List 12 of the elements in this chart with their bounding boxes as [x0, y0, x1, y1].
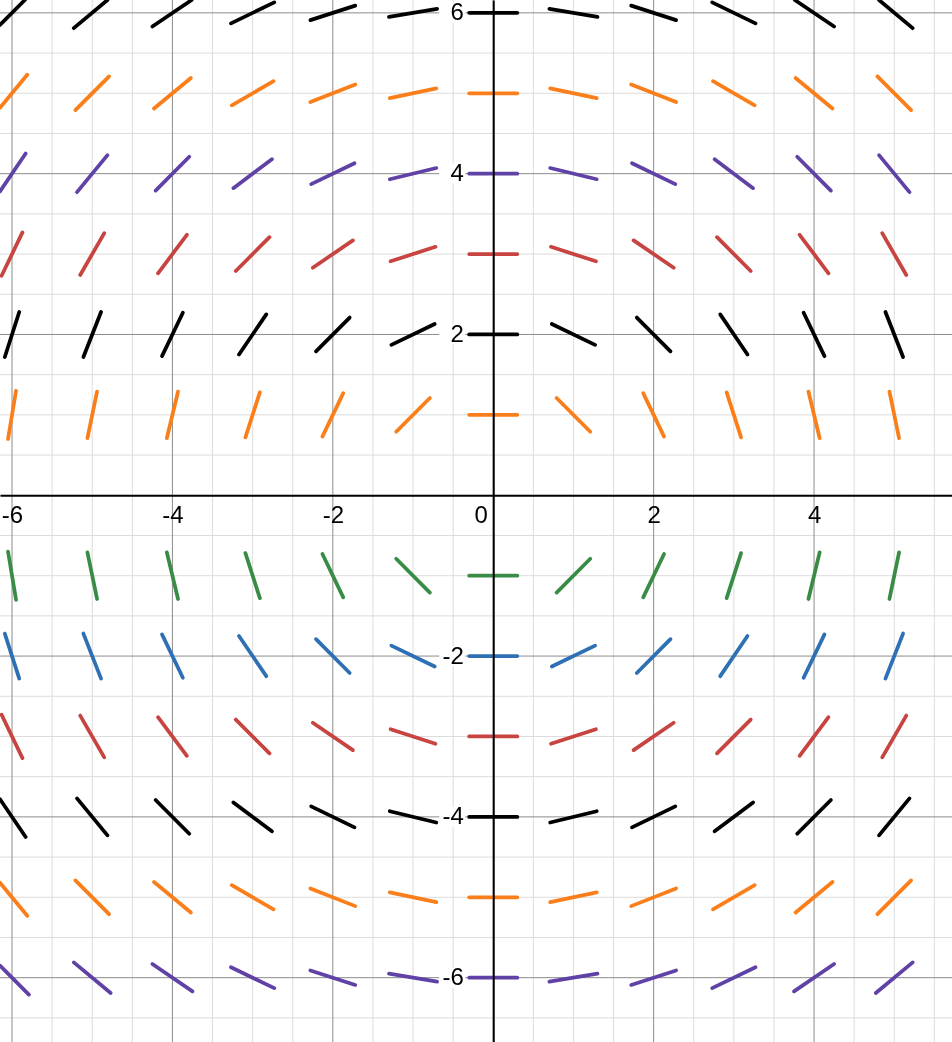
x-tick-label: 4: [807, 500, 822, 528]
y-tick-label: -2: [442, 641, 464, 669]
y-tick-label: -4: [442, 802, 464, 830]
x-tick-label: -2: [322, 500, 345, 528]
y-tick-label: 6: [450, 0, 464, 26]
x-tick-label: 2: [647, 500, 661, 528]
x-tick-label: -6: [1, 500, 24, 528]
y-tick-label: 4: [450, 159, 464, 187]
x-tick-label: 0: [474, 500, 488, 528]
x-tick-label: -4: [162, 500, 184, 528]
y-tick-label: 2: [450, 319, 464, 347]
y-tick-label: -6: [442, 963, 464, 991]
